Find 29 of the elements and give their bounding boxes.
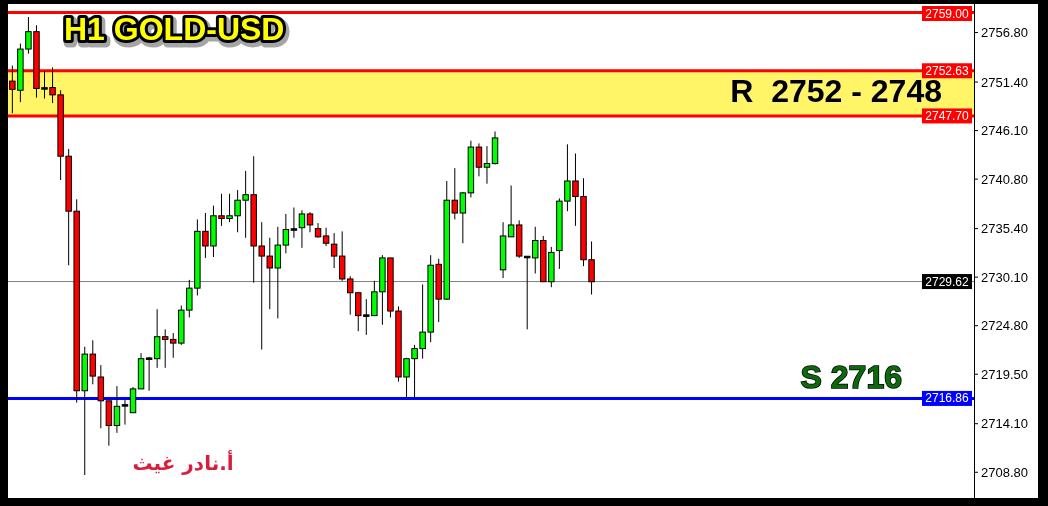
candlestick bbox=[507, 185, 515, 238]
candlestick bbox=[322, 227, 330, 247]
chart-title: H1 GOLD-USD bbox=[66, 14, 287, 50]
ref-line-label: 2747.70 bbox=[925, 108, 970, 123]
candlestick bbox=[145, 356, 153, 392]
y-tick-label: 2730.10 bbox=[981, 269, 1028, 285]
annotation: أ.نادر غيث bbox=[132, 449, 234, 475]
candlestick bbox=[290, 207, 298, 239]
ref-line-label: 2752.63 bbox=[925, 63, 970, 78]
candlestick bbox=[483, 145, 491, 185]
candlestick bbox=[113, 385, 121, 434]
annotation: S 2716 bbox=[800, 359, 902, 395]
ref-line-label: 2716.86 bbox=[925, 391, 970, 406]
y-tick-label: 2740.80 bbox=[981, 171, 1028, 187]
y-tick-label: 2751.40 bbox=[981, 74, 1028, 90]
y-tick-label: 2724.80 bbox=[981, 318, 1028, 334]
y-tick-label: 2708.80 bbox=[981, 464, 1028, 480]
candlestick bbox=[298, 209, 306, 249]
y-tick-label: 2714.10 bbox=[981, 416, 1028, 432]
ref-line-label: 2759.00 bbox=[925, 6, 970, 21]
y-tick-label: 2756.80 bbox=[981, 25, 1028, 41]
y-tick-label: 2735.40 bbox=[981, 221, 1028, 237]
y-tick-label: 2719.50 bbox=[981, 366, 1028, 382]
y-tick-label: 2746.10 bbox=[981, 123, 1028, 139]
candlestick bbox=[306, 211, 314, 233]
ref-line-label: 2729.62 bbox=[925, 274, 970, 289]
candlestick bbox=[475, 142, 483, 177]
candlestick bbox=[129, 386, 137, 414]
candlestick bbox=[121, 399, 129, 426]
